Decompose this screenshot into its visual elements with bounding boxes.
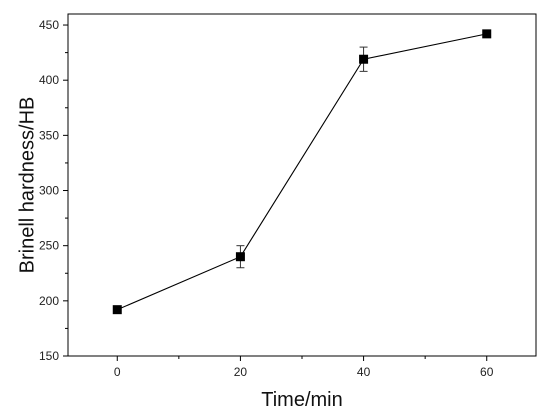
y-tick-label: 150	[39, 349, 59, 363]
y-tick-label: 250	[39, 239, 59, 253]
x-tick-label: 40	[357, 365, 371, 379]
x-axis-title: Time/min	[261, 389, 342, 411]
data-point	[235, 252, 245, 262]
plot-frame	[67, 13, 537, 357]
y-tick-label: 400	[39, 73, 59, 87]
axes	[67, 13, 537, 357]
data-point	[359, 54, 369, 64]
series-layer	[112, 29, 492, 315]
x-tick-label: 60	[480, 365, 494, 379]
x-tick-label: 20	[234, 365, 248, 379]
data-point	[112, 305, 122, 315]
data-point	[482, 29, 492, 39]
series-line	[117, 33, 487, 311]
y-tick-label: 450	[39, 18, 59, 32]
y-axis-title: Brinell hardness/HB	[16, 97, 38, 274]
y-tick-label: 300	[39, 184, 59, 198]
y-tick-label: 200	[39, 294, 59, 308]
ticks: 150 200 250 300 350 400 450 0 20 40 60	[39, 18, 494, 379]
y-tick-label: 350	[39, 128, 59, 142]
x-tick-label: 0	[114, 365, 121, 379]
